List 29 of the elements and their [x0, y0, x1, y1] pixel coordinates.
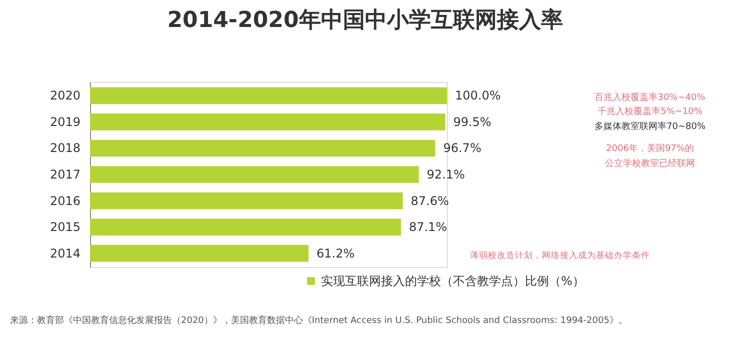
y-tick-label: 2017 — [50, 168, 80, 182]
y-tick-label: 2019 — [50, 114, 80, 129]
y-tick-label: 2016 — [50, 194, 80, 208]
y-tick-label: 2014 — [50, 246, 80, 260]
source-note: 来源：教育部《中国教育信息化发展报告（2020）》，美国教育数据中心《Internet Access in U.S. Public Schools and Classrooms: 1994-2005》。 — [10, 315, 628, 326]
legend-label: 实现互联网接入的学校（不含教学点）比例（%） — [321, 274, 584, 288]
text: 2006年，美国97%的公立学校教室已经联网 — [605, 143, 695, 169]
data-label: 61.2% — [316, 246, 355, 260]
bar — [90, 140, 436, 157]
bar — [90, 166, 419, 183]
bar — [90, 87, 447, 104]
bar — [90, 244, 308, 262]
text: 百兆入校覆盖率30%~40% — [594, 92, 706, 103]
data-label: 92.1% — [426, 168, 465, 182]
chart-title: 2014-2020年中国中小学互联网接入率 — [167, 7, 563, 33]
data-label: 99.5% — [453, 114, 492, 129]
text: 多媒体教室联网率70~80% — [594, 121, 706, 132]
data-label: 96.7% — [443, 141, 482, 156]
text: 千兆入校覆盖率5%~10% — [598, 106, 703, 117]
y-tick-label: 2018 — [50, 141, 80, 156]
data-label: 100.0% — [455, 88, 501, 103]
bar — [90, 218, 401, 236]
bar — [90, 192, 403, 210]
data-label: 87.1% — [408, 220, 448, 234]
y-tick-label: 2015 — [50, 220, 80, 234]
bar — [90, 114, 446, 130]
data-label: 87.6% — [410, 194, 449, 208]
y-tick-label: 2020 — [50, 88, 80, 103]
text: 薄弱校改造计划，网络接入成为基础办学条件 — [470, 250, 650, 261]
